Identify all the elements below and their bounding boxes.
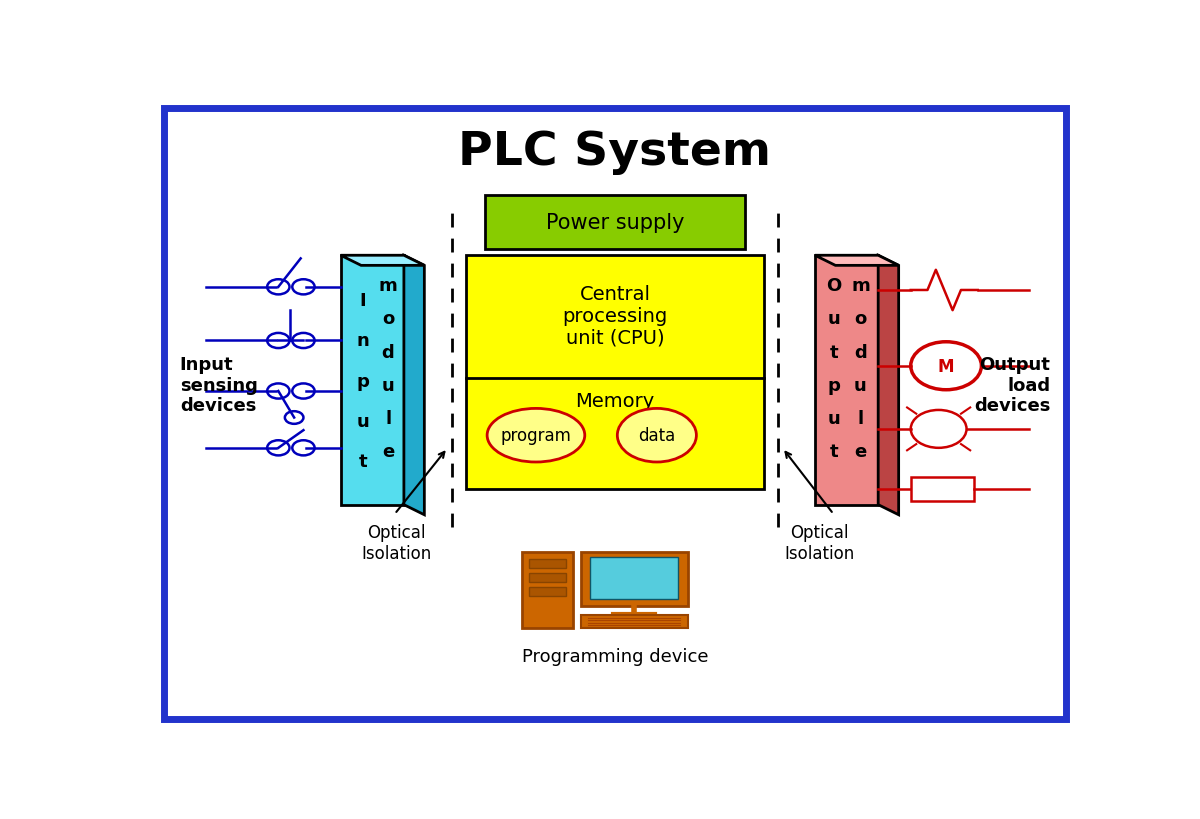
Bar	[581, 615, 688, 628]
Text: l: l	[385, 410, 391, 428]
Text: I: I	[360, 292, 366, 310]
Text: d: d	[382, 343, 395, 361]
Bar	[528, 587, 565, 596]
Text: m: m	[379, 277, 397, 295]
Polygon shape	[404, 256, 425, 515]
Text: o: o	[854, 310, 866, 328]
Text: Power supply: Power supply	[546, 213, 684, 233]
Text: u: u	[356, 412, 370, 430]
Text: o: o	[382, 310, 395, 328]
Text: p: p	[356, 372, 370, 390]
Text: program: program	[500, 427, 571, 445]
Bar	[528, 559, 565, 568]
Text: n: n	[356, 332, 370, 350]
Text: u: u	[828, 310, 840, 328]
Text: t: t	[359, 452, 367, 470]
Bar	[467, 256, 764, 489]
Bar	[522, 552, 574, 628]
Text: u: u	[854, 377, 866, 395]
Text: u: u	[382, 377, 395, 395]
Polygon shape	[815, 256, 878, 505]
Text: Input
sensing
devices: Input sensing devices	[180, 355, 258, 415]
Text: Central
processing
unit (CPU): Central processing unit (CPU)	[563, 284, 667, 347]
Polygon shape	[341, 256, 425, 266]
Text: t: t	[829, 343, 839, 361]
Text: u: u	[828, 410, 840, 428]
Ellipse shape	[487, 409, 584, 463]
Bar	[485, 196, 745, 250]
Text: Optical
Isolation: Optical Isolation	[785, 523, 854, 563]
Text: M: M	[938, 357, 954, 375]
Bar	[528, 573, 565, 582]
Polygon shape	[341, 256, 404, 505]
Text: e: e	[854, 443, 866, 461]
Text: O: O	[827, 277, 841, 295]
Text: Programming device: Programming device	[522, 647, 708, 665]
Text: m: m	[851, 277, 870, 295]
Text: Optical
Isolation: Optical Isolation	[361, 523, 432, 563]
Polygon shape	[815, 256, 899, 266]
Text: t: t	[829, 443, 839, 461]
Text: p: p	[828, 377, 840, 395]
Bar	[590, 558, 678, 600]
Ellipse shape	[617, 409, 696, 463]
Text: d: d	[854, 343, 866, 361]
Bar	[911, 477, 974, 501]
Text: e: e	[382, 443, 395, 461]
Polygon shape	[878, 256, 899, 515]
Text: Memory: Memory	[575, 391, 655, 410]
Text: Output
load
devices: Output load devices	[974, 355, 1050, 415]
Text: data: data	[638, 427, 676, 445]
Text: PLC System: PLC System	[458, 129, 772, 174]
Bar	[581, 552, 688, 606]
Text: l: l	[858, 410, 864, 428]
